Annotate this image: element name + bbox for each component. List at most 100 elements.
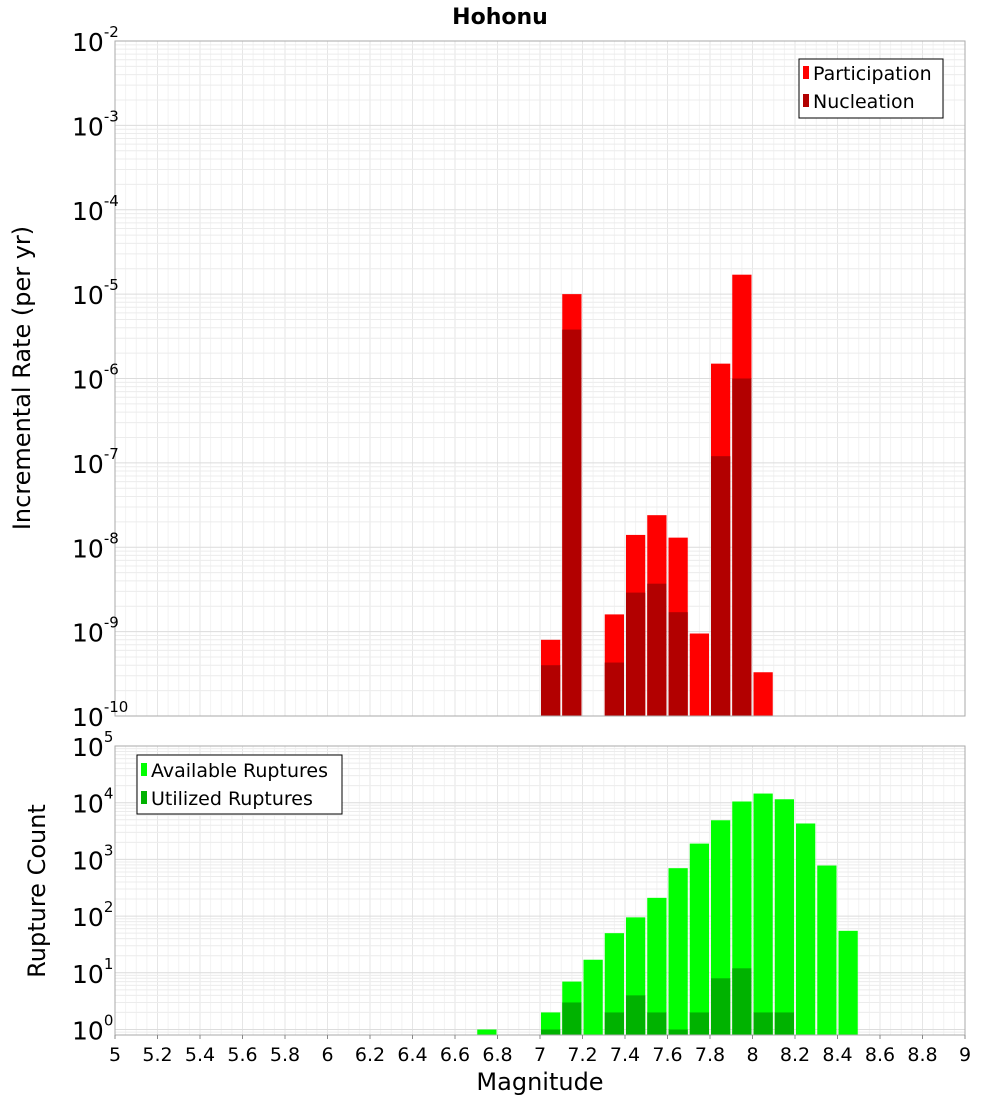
y-tick-label: 101	[72, 955, 113, 989]
bar-utilized-ruptures	[774, 1012, 794, 1035]
bar-utilized-ruptures	[647, 1012, 667, 1035]
y-tick-label: 10-2	[72, 23, 119, 57]
y-tick-base: 10	[72, 281, 104, 310]
rate-legend-box	[798, 58, 944, 119]
legend-swatch-participation	[803, 66, 809, 79]
bar-utilized-ruptures	[711, 978, 731, 1035]
x-tick-label: 9	[959, 1044, 971, 1066]
chart-title: Hohonu	[452, 5, 548, 30]
bar-available-ruptures	[838, 930, 858, 1035]
y-tick-label: 10-6	[72, 361, 119, 395]
y-tick-exponent: -7	[104, 445, 119, 463]
y-tick-label: 10-5	[72, 276, 119, 310]
x-tick-label: 7.4	[610, 1044, 640, 1066]
y-tick-exponent: -6	[104, 361, 119, 379]
x-tick-label: 6.6	[440, 1044, 470, 1066]
y-tick-exponent: 4	[104, 785, 114, 803]
bar-nucleation	[562, 329, 582, 716]
y-tick-exponent: -8	[104, 529, 119, 547]
y-tick-base: 10	[72, 112, 104, 141]
x-tick-label: 6	[321, 1044, 333, 1066]
y-tick-base: 10	[72, 197, 104, 226]
x-tick-label: 8.2	[780, 1044, 810, 1066]
y-tick-base: 10	[72, 366, 104, 395]
x-tick-label: 6.2	[355, 1044, 385, 1066]
y-tick-exponent: 2	[104, 898, 114, 916]
rate-bars	[541, 274, 773, 716]
bar-utilized-ruptures	[689, 1012, 709, 1035]
x-tick-label: 7	[534, 1044, 546, 1066]
x-tick-label: 7.6	[652, 1044, 682, 1066]
bar-available-ruptures	[817, 865, 837, 1035]
y-tick-base: 10	[72, 846, 104, 875]
rate-legend: Participation Nucleation	[798, 58, 944, 119]
y-tick-label: 103	[72, 841, 113, 875]
rate-gridlines	[114, 41, 966, 717]
bar-available-ruptures	[647, 897, 667, 1035]
x-ticks: 5 5.2 5.4 5.6 5.8 6 6.2 6.4 6.6 6.8 7 7.2 7.4 7.6 7.8 8…	[109, 1035, 971, 1066]
x-tick-label: 7.2	[567, 1044, 597, 1066]
y-tick-label: 10-4	[72, 192, 119, 226]
y-tick-base: 10	[72, 790, 104, 819]
count-y-axis-label: Rupture Count	[23, 804, 51, 978]
bar-utilized-ruptures	[732, 968, 752, 1035]
y-tick-base: 10	[72, 28, 104, 57]
y-tick-exponent: -3	[104, 107, 119, 125]
y-tick-base: 10	[72, 960, 104, 989]
legend-swatch-nucleation	[803, 94, 809, 107]
bar-nucleation	[626, 592, 646, 716]
bar-available-ruptures	[668, 868, 688, 1035]
x-tick-label: 6.4	[397, 1044, 427, 1066]
legend-label-participation: Participation	[813, 63, 932, 85]
y-tick-exponent: -10	[104, 698, 129, 716]
legend-swatch-available	[141, 763, 147, 776]
bar-utilized-ruptures	[753, 1012, 773, 1035]
y-tick-base: 10	[72, 534, 104, 563]
y-tick-label: 105	[72, 728, 113, 762]
y-tick-base: 10	[72, 903, 104, 932]
bar-nucleation	[732, 378, 752, 716]
y-tick-label: 10-8	[72, 529, 119, 563]
bar-utilized-ruptures	[604, 1012, 624, 1035]
count-bars	[477, 793, 858, 1035]
bar-utilized-ruptures	[562, 1002, 582, 1035]
y-tick-base: 10	[72, 619, 104, 648]
y-tick-base: 10	[72, 733, 104, 762]
y-tick-base: 10	[72, 450, 104, 479]
y-tick-label: 104	[72, 785, 113, 819]
x-tick-label: 8.6	[865, 1044, 895, 1066]
x-tick-label: 8.4	[822, 1044, 852, 1066]
x-tick-label: 5.2	[142, 1044, 172, 1066]
bar-utilized-ruptures	[668, 1029, 688, 1035]
y-tick-base: 10	[72, 1017, 104, 1046]
bar-available-ruptures	[541, 1012, 561, 1035]
bar-available-ruptures	[796, 823, 816, 1035]
bar-available-ruptures	[477, 1029, 497, 1035]
legend-swatch-utilized	[141, 791, 147, 804]
bar-nucleation	[711, 456, 731, 716]
y-tick-exponent: 1	[104, 955, 114, 973]
x-tick-label: 5.4	[185, 1044, 215, 1066]
bar-available-ruptures	[604, 933, 624, 1035]
x-tick-label: 8.8	[907, 1044, 937, 1066]
legend-label-nucleation: Nucleation	[813, 91, 915, 113]
y-tick-exponent: -9	[104, 614, 119, 632]
y-tick-exponent: -2	[104, 23, 119, 41]
y-tick-exponent: -4	[104, 192, 119, 210]
x-tick-label: 7.8	[695, 1044, 725, 1066]
y-tick-exponent: 0	[104, 1012, 114, 1030]
y-tick-base: 10	[72, 703, 104, 732]
y-tick-label: 100	[72, 1012, 113, 1046]
rate-y-axis-label: Incremental Rate (per yr)	[8, 226, 36, 530]
legend-label-available: Available Ruptures	[151, 760, 328, 782]
bar-nucleation	[668, 612, 688, 716]
x-tick-label: 8	[746, 1044, 758, 1066]
x-tick-label: 6.8	[482, 1044, 512, 1066]
y-tick-label: 10-3	[72, 107, 119, 141]
y-tick-exponent: 5	[104, 728, 114, 746]
bar-nucleation	[604, 662, 624, 716]
